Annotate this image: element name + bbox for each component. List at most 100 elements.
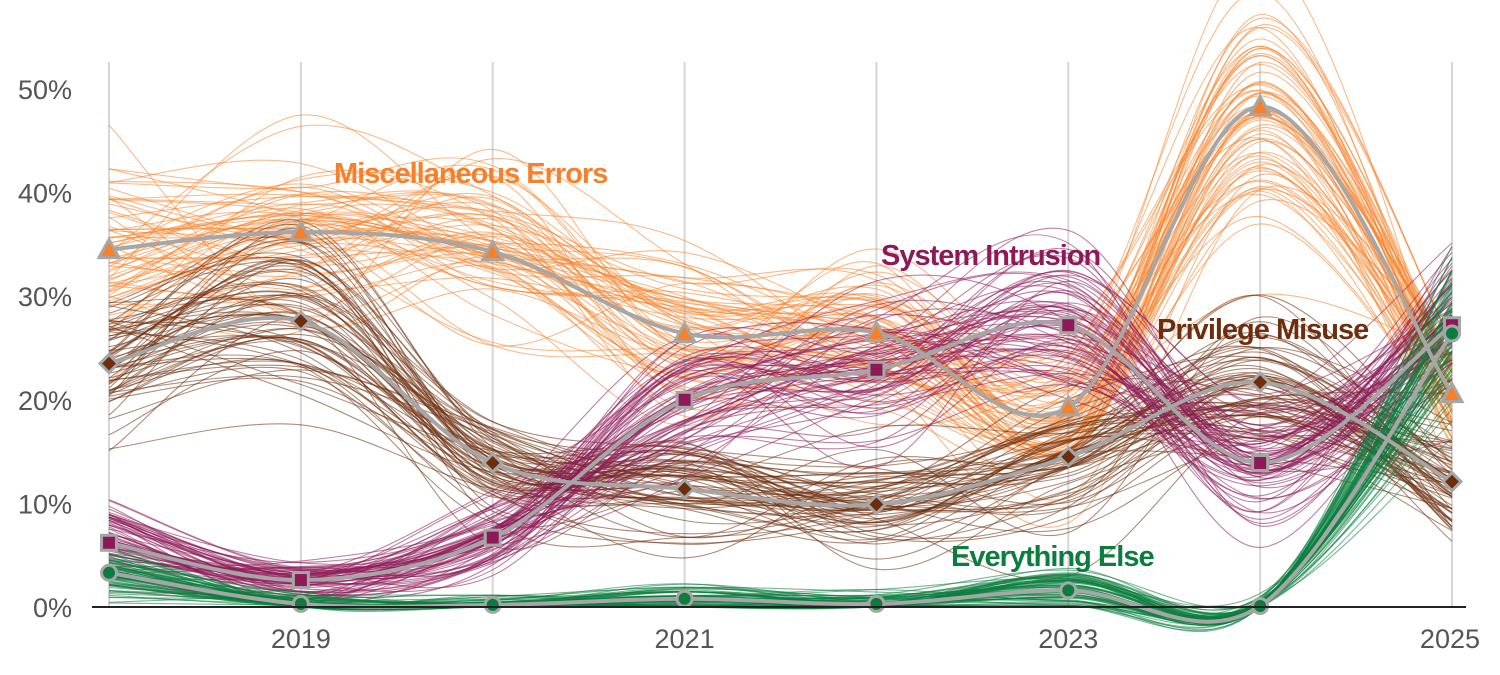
x-tick-label: 2019 (271, 624, 331, 654)
sim-line-privilege-misuse (108, 359, 1453, 502)
sim-line-privilege-misuse (108, 294, 1453, 528)
sim-line-privilege-misuse (108, 260, 1453, 544)
marker-system-intrusion-2021 (675, 390, 694, 409)
marker-privilege-misuse-2024 (1249, 371, 1272, 394)
sim-line-miscellaneous-errors (108, 71, 1453, 422)
sim-line-privilege-misuse (108, 321, 1453, 540)
sim-line-miscellaneous-errors (108, 61, 1453, 455)
marker-privilege-misuse-2022 (865, 493, 888, 516)
series-label-system-intrusion: System Intrusion (881, 240, 1100, 272)
y-tick-label: 10% (18, 489, 72, 519)
marker-miscellaneous-errors-2019 (288, 218, 314, 242)
sim-line-privilege-misuse (108, 369, 1453, 500)
markers-everything-else (100, 324, 1461, 615)
sim-line-miscellaneous-errors (108, 220, 1453, 392)
y-tick-label: 50% (18, 75, 72, 105)
marker-system-intrusion-2024 (1251, 453, 1270, 472)
marker-miscellaneous-errors-2021 (672, 320, 698, 343)
sim-line-miscellaneous-errors (108, 17, 1453, 441)
sim-line-system-intrusion (108, 322, 1453, 574)
sim-line-miscellaneous-errors (108, 206, 1453, 420)
sim-line-system-intrusion (108, 274, 1453, 564)
x-tick-label: 2023 (1038, 624, 1098, 654)
x-tick-label: 2021 (655, 624, 715, 654)
sim-line-miscellaneous-errors (108, 117, 1453, 397)
markers-miscellaneous-errors (96, 93, 1465, 417)
y-tick-label: 30% (18, 282, 72, 312)
y-tick-label: 0% (33, 593, 72, 623)
markers (96, 93, 1465, 615)
marker-miscellaneous-errors-2022 (863, 319, 889, 342)
sim-line-system-intrusion (108, 322, 1453, 580)
sim-line-system-intrusion (108, 292, 1453, 599)
sim-line-miscellaneous-errors (108, 124, 1453, 451)
sim-line-privilege-misuse (108, 239, 1453, 537)
y-axis-ticks: 0% 10% 20% 30% 40% 50% (18, 75, 72, 623)
marker-everything-else-2023 (1059, 581, 1078, 600)
sim-line-system-intrusion (108, 251, 1453, 571)
marker-everything-else-2021 (675, 589, 694, 608)
marker-everything-else-2022 (867, 594, 886, 613)
marker-miscellaneous-errors-2018 (96, 236, 122, 260)
sim-line-privilege-misuse (108, 312, 1453, 485)
sim-line-system-intrusion (108, 281, 1453, 575)
sim-line-privilege-misuse (108, 259, 1453, 507)
sim-line-privilege-misuse (108, 303, 1453, 498)
sim-line-privilege-misuse (108, 325, 1453, 560)
series-label-privilege-misuse: Privilege Misuse (1157, 314, 1369, 346)
marker-privilege-misuse-2019 (289, 309, 312, 333)
marker-everything-else-2019 (291, 594, 310, 613)
marker-system-intrusion-2018 (100, 533, 118, 552)
x-tick-label: 2025 (1420, 624, 1480, 654)
marker-privilege-misuse-2020 (481, 451, 504, 475)
sim-line-miscellaneous-errors (108, 81, 1453, 425)
marker-miscellaneous-errors-2025 (1439, 380, 1465, 404)
marker-everything-else-2025 (1443, 324, 1461, 343)
sim-line-privilege-misuse (108, 320, 1453, 580)
marker-everything-else-2024 (1251, 596, 1270, 615)
sim-line-system-intrusion (108, 328, 1453, 587)
marker-miscellaneous-errors-2024 (1247, 93, 1273, 117)
marker-system-intrusion-2020 (483, 528, 502, 547)
sim-line-system-intrusion (108, 296, 1453, 569)
sim-line-miscellaneous-errors (108, 63, 1453, 365)
sim-line-privilege-misuse (108, 258, 1453, 548)
marker-privilege-misuse-2018 (97, 352, 121, 375)
sim-line-privilege-misuse (108, 334, 1453, 508)
mean-line-system-intrusion (108, 320, 1454, 583)
sim-line-miscellaneous-errors (108, 170, 1453, 410)
sim-line-system-intrusion (108, 302, 1453, 586)
sim-line-miscellaneous-errors (108, 155, 1453, 438)
series-label-miscellaneous-errors: Miscellaneous Errors (334, 158, 607, 190)
y-tick-label: 20% (18, 386, 72, 416)
marker-system-intrusion-2022 (867, 360, 886, 379)
sim-line-system-intrusion (108, 348, 1453, 591)
sim-line-miscellaneous-errors (108, 198, 1453, 453)
band-privilege-misuse (108, 219, 1453, 580)
series-label-everything-else: Everything Else (951, 541, 1154, 573)
sim-line-system-intrusion (108, 345, 1453, 593)
sim-line-miscellaneous-errors (108, 140, 1453, 472)
sim-line-system-intrusion (108, 309, 1453, 601)
sim-line-privilege-misuse (108, 219, 1453, 511)
marker-privilege-misuse-2025 (1440, 470, 1464, 493)
marker-system-intrusion-2019 (291, 571, 310, 590)
marker-privilege-misuse-2023 (1057, 445, 1080, 468)
sim-line-system-intrusion (108, 265, 1453, 603)
sim-line-system-intrusion (108, 234, 1453, 585)
sim-line-miscellaneous-errors (108, 173, 1453, 444)
x-axis-ticks: 2019 2021 2023 2025 (271, 624, 1480, 654)
sim-line-privilege-misuse (108, 368, 1453, 518)
marker-miscellaneous-errors-2020 (480, 238, 506, 262)
sim-line-privilege-misuse (108, 334, 1453, 544)
marker-everything-else-2020 (483, 595, 502, 614)
y-tick-label: 40% (18, 179, 72, 209)
marker-privilege-misuse-2021 (673, 477, 696, 501)
series-labels: Miscellaneous Errors Privilege Misuse Syst… (334, 158, 1370, 573)
marker-everything-else-2018 (100, 563, 118, 582)
sim-line-privilege-misuse (108, 328, 1453, 528)
sim-line-privilege-misuse (108, 293, 1453, 495)
marker-system-intrusion-2023 (1059, 316, 1078, 335)
sim-line-miscellaneous-errors (108, 138, 1453, 470)
